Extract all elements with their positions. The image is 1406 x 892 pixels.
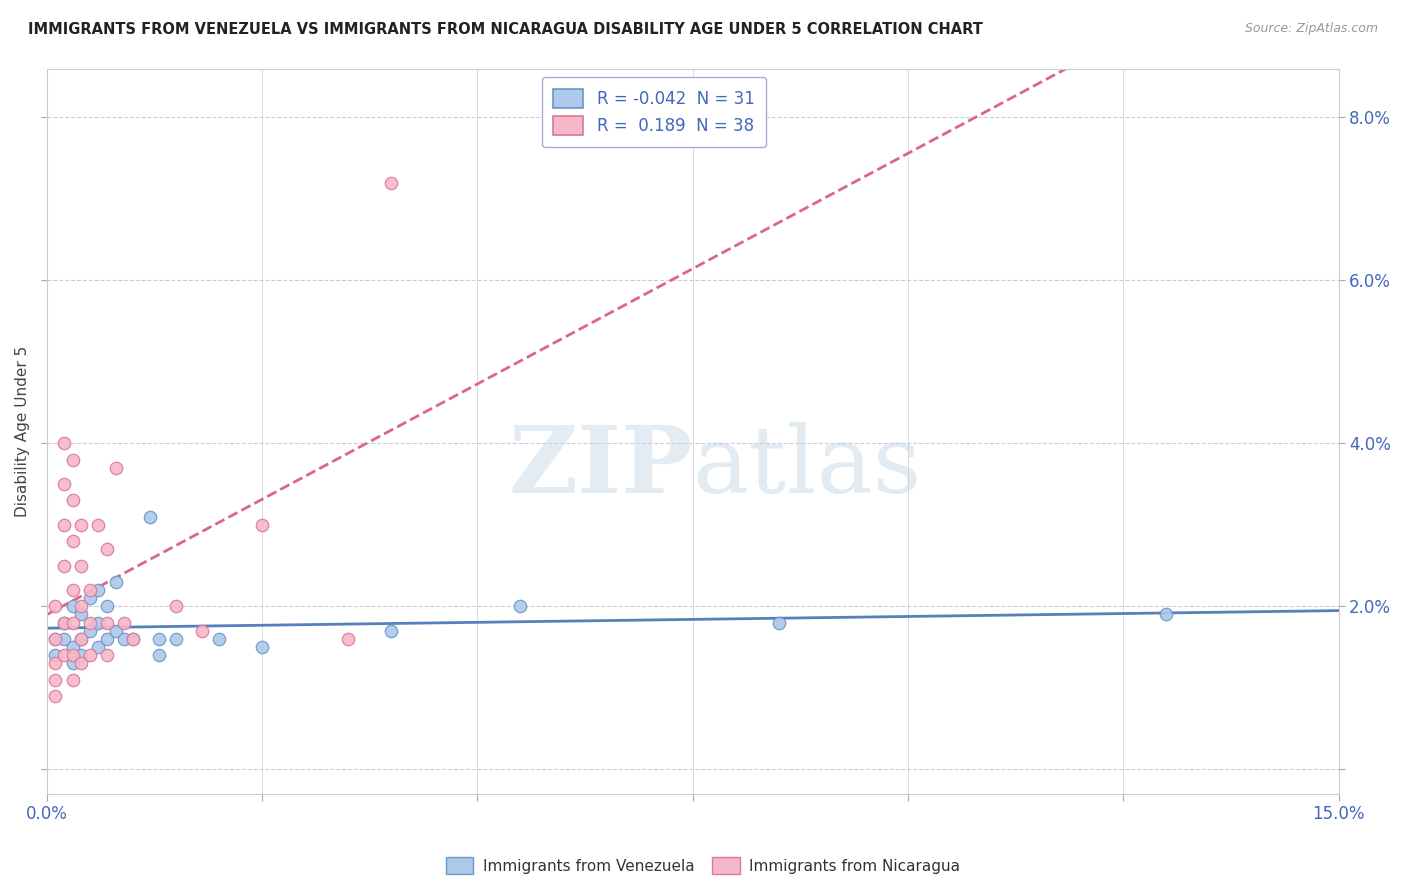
Point xyxy=(250,640,273,654)
Point xyxy=(44,648,66,662)
Point xyxy=(62,582,84,597)
Point xyxy=(96,632,118,646)
Point xyxy=(52,436,75,450)
Point xyxy=(44,657,66,671)
Point xyxy=(96,615,118,630)
Point xyxy=(208,632,231,646)
Text: atlas: atlas xyxy=(693,422,922,512)
Point xyxy=(70,599,93,614)
Point xyxy=(52,615,75,630)
Point xyxy=(190,624,212,638)
Point xyxy=(62,493,84,508)
Point xyxy=(52,477,75,491)
Point xyxy=(79,615,101,630)
Point xyxy=(62,673,84,687)
Point xyxy=(121,632,143,646)
Point xyxy=(165,599,187,614)
Point xyxy=(87,615,110,630)
Point xyxy=(337,632,360,646)
Point xyxy=(250,517,273,532)
Point xyxy=(87,582,110,597)
Point xyxy=(70,632,93,646)
Point xyxy=(768,615,790,630)
Point xyxy=(44,632,66,646)
Point xyxy=(52,648,75,662)
Point xyxy=(44,632,66,646)
Point xyxy=(104,460,127,475)
Point xyxy=(87,640,110,654)
Point xyxy=(79,648,101,662)
Point xyxy=(104,624,127,638)
Point xyxy=(121,632,143,646)
Point xyxy=(70,648,93,662)
Point xyxy=(70,607,93,622)
Point xyxy=(52,558,75,573)
Point xyxy=(52,517,75,532)
Point xyxy=(96,599,118,614)
Point xyxy=(112,615,135,630)
Text: IMMIGRANTS FROM VENEZUELA VS IMMIGRANTS FROM NICARAGUA DISABILITY AGE UNDER 5 CO: IMMIGRANTS FROM VENEZUELA VS IMMIGRANTS … xyxy=(28,22,983,37)
Point xyxy=(148,648,170,662)
Point xyxy=(44,689,66,703)
Point xyxy=(70,632,93,646)
Point xyxy=(79,591,101,606)
Point xyxy=(62,657,84,671)
Point xyxy=(139,509,162,524)
Point xyxy=(62,615,84,630)
Y-axis label: Disability Age Under 5: Disability Age Under 5 xyxy=(15,345,30,516)
Point xyxy=(148,632,170,646)
Text: ZIP: ZIP xyxy=(509,422,693,512)
Point xyxy=(104,574,127,589)
Point xyxy=(79,624,101,638)
Legend: Immigrants from Venezuela, Immigrants from Nicaragua: Immigrants from Venezuela, Immigrants fr… xyxy=(440,851,966,880)
Point xyxy=(52,615,75,630)
Point xyxy=(380,176,402,190)
Point xyxy=(44,673,66,687)
Point xyxy=(70,657,93,671)
Point xyxy=(44,599,66,614)
Point xyxy=(52,632,75,646)
Point xyxy=(1156,607,1178,622)
Point xyxy=(380,624,402,638)
Text: Source: ZipAtlas.com: Source: ZipAtlas.com xyxy=(1244,22,1378,36)
Point xyxy=(62,599,84,614)
Point xyxy=(165,632,187,646)
Point xyxy=(112,632,135,646)
Point xyxy=(62,452,84,467)
Point xyxy=(62,648,84,662)
Point xyxy=(87,517,110,532)
Point xyxy=(70,558,93,573)
Point xyxy=(96,542,118,557)
Point xyxy=(62,640,84,654)
Point xyxy=(70,517,93,532)
Point xyxy=(79,582,101,597)
Point xyxy=(509,599,531,614)
Point xyxy=(62,534,84,549)
Legend: R = -0.042  N = 31, R =  0.189  N = 38: R = -0.042 N = 31, R = 0.189 N = 38 xyxy=(541,77,766,147)
Point xyxy=(96,648,118,662)
